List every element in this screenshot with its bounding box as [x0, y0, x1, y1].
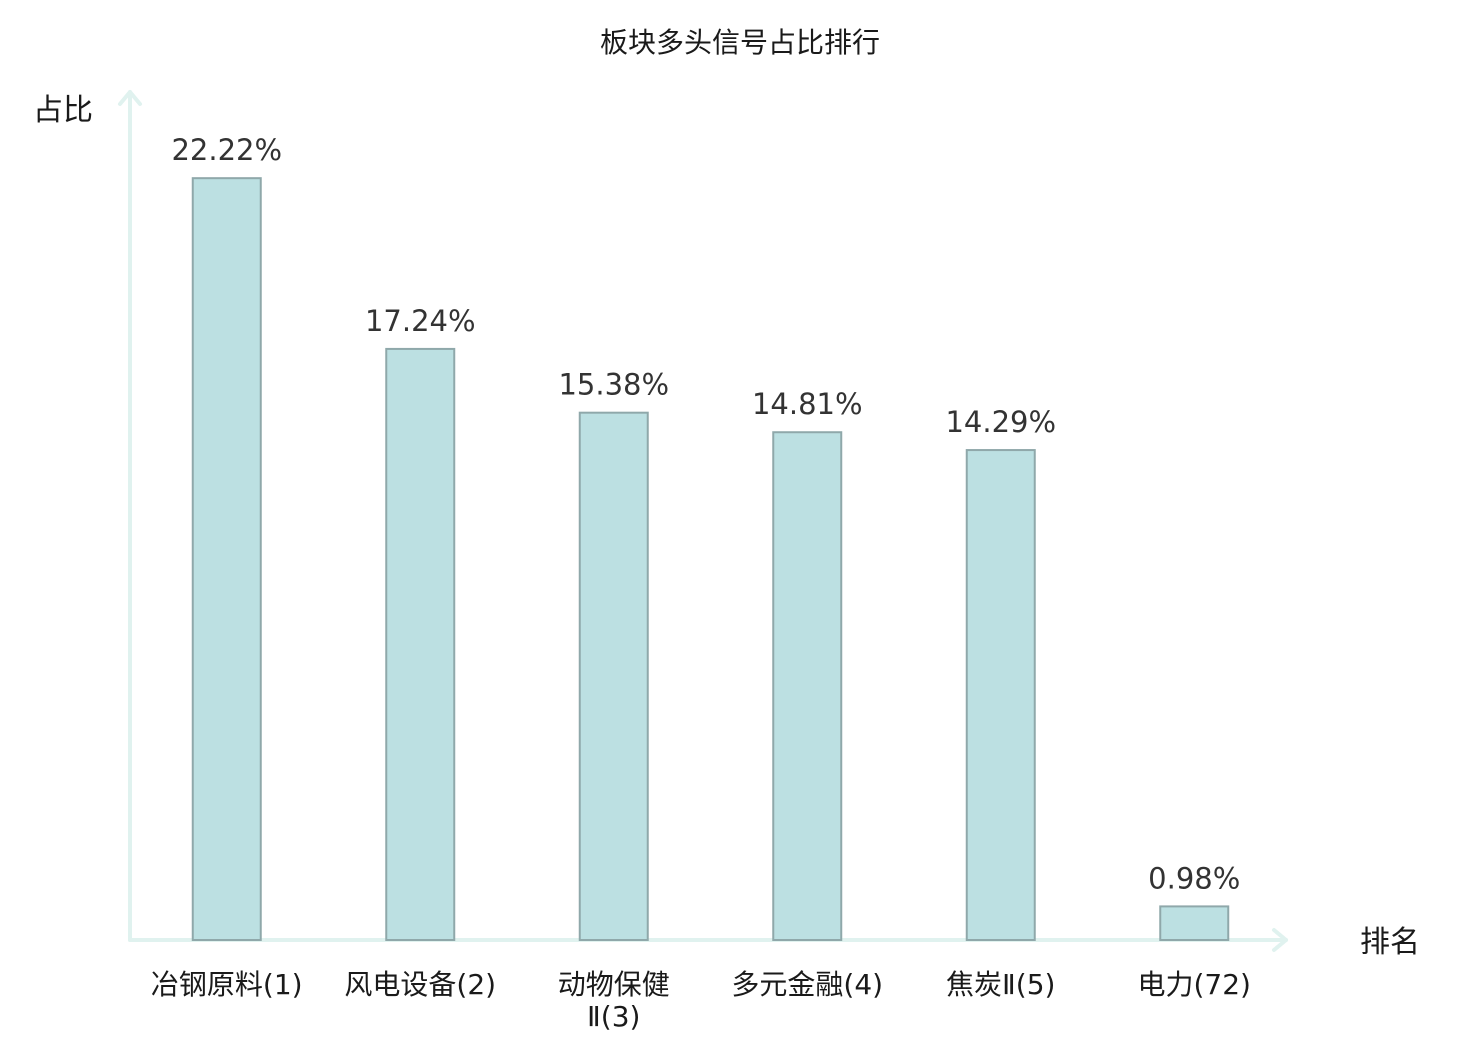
bars [191, 177, 1230, 942]
x-tick-label-2: 风电设备(2) [344, 968, 496, 1001]
x-axis-label: 排名 [1360, 925, 1420, 960]
data-label-5: 14.29% [945, 405, 1056, 439]
x-tick-label-line: 冶钢原料(1) [151, 968, 303, 1001]
data-label-4: 14.81% [752, 387, 863, 421]
x-tick-label-line: 多元金融(4) [731, 968, 883, 1001]
data-label-3: 15.38% [558, 368, 669, 402]
bar-2 [385, 347, 456, 941]
x-tick-label-line: Ⅱ(3) [587, 1000, 640, 1033]
x-tick-label-line: 风电设备(2) [344, 968, 496, 1001]
bar-1 [191, 177, 262, 941]
x-axis-arrow [1272, 928, 1288, 952]
axes [118, 90, 1288, 952]
data-label-6: 0.98% [1148, 861, 1240, 895]
x-tick-label-6: 电力(72) [1138, 968, 1251, 1001]
x-tick-label-line: 焦炭Ⅱ(5) [946, 968, 1055, 1001]
data-label-1: 22.22% [171, 133, 282, 167]
bar-5 [965, 449, 1036, 941]
chart-title: 板块多头信号占比排行 [600, 26, 880, 59]
data-labels: 22.22% 17.24% 15.38% 14.81% 14.29% 0.98% [171, 133, 1240, 895]
x-tick-label-4: 多元金融(4) [731, 968, 883, 1001]
y-axis-label: 占比 [33, 93, 93, 128]
data-label-2: 17.24% [365, 304, 476, 338]
y-axis-arrow [118, 90, 142, 106]
x-tick-label-3: 动物保健 Ⅱ(3) [558, 968, 670, 1033]
x-tick-label-1: 冶钢原料(1) [151, 968, 303, 1001]
x-tick-label-5: 焦炭Ⅱ(5) [946, 968, 1055, 1001]
x-tick-labels: 冶钢原料(1) 风电设备(2) 动物保健 Ⅱ(3) 多元金融(4) 焦炭Ⅱ(5) 电力(72… [151, 968, 1251, 1033]
bar-6 [1159, 905, 1230, 942]
x-tick-label-line: 电力(72) [1138, 968, 1251, 1001]
bar-4 [772, 431, 843, 941]
bar-3 [578, 411, 649, 941]
x-tick-label-line: 动物保健 [558, 968, 670, 1001]
